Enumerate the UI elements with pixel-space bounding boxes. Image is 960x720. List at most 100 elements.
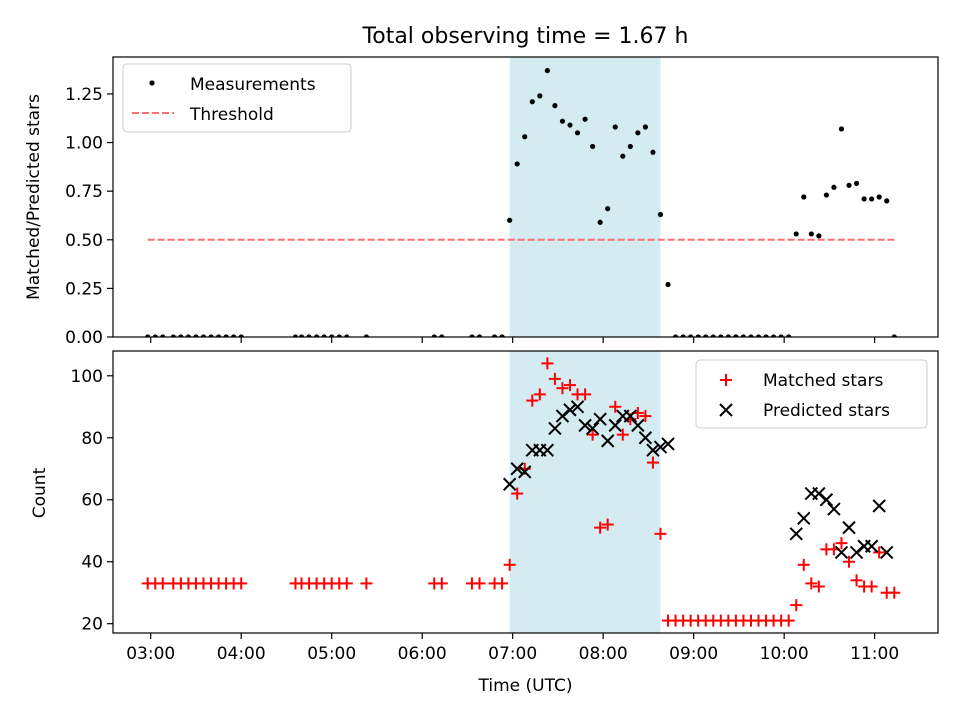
measurement-point (185, 334, 192, 337)
measurement-point (657, 211, 664, 218)
predicted-star-point (578, 418, 592, 433)
xtick-label: 10:00 (760, 644, 809, 664)
measurement-point (238, 334, 244, 337)
matched-star-point (805, 577, 818, 590)
measurement-point (152, 334, 158, 337)
top-ytick-label: 0.00 (65, 328, 103, 348)
measurement-point (703, 334, 709, 337)
matched-star-point (533, 388, 546, 401)
legend-matched-marker (720, 374, 732, 386)
matched-star-point (865, 580, 878, 593)
measurement-point (145, 334, 151, 337)
matched-star-point (548, 372, 561, 385)
matched-star-point (579, 388, 592, 401)
matched-star-point (235, 577, 248, 590)
measurement-point (582, 116, 588, 122)
bottom-ytick-label: 80 (81, 429, 103, 449)
matched-star-point (473, 577, 486, 590)
measurement-point (755, 334, 762, 337)
matched-star-point (850, 574, 863, 587)
measurement-point (559, 118, 566, 124)
matched-star-point (654, 527, 667, 540)
bottom-ylabel: Count (30, 467, 50, 518)
measurement-point (771, 334, 777, 337)
measurement-point (178, 334, 184, 337)
measurement-point (298, 334, 305, 337)
matched-star-point (563, 379, 576, 392)
predicted-star-point (510, 462, 524, 476)
measurement-point (876, 194, 882, 200)
measurement-point (590, 143, 596, 150)
measurement-point (431, 334, 437, 337)
predicted-star-point (518, 465, 532, 479)
measurement-point (672, 334, 679, 337)
top-axes-frame (112, 56, 939, 338)
top-ytick-label: 0.50 (65, 231, 103, 251)
measurement-point (193, 334, 199, 337)
matched-star-point (156, 577, 169, 590)
measurement-point (891, 334, 897, 337)
top-ytick-label: 1.00 (65, 134, 103, 154)
xtick-label: 03:00 (126, 644, 175, 664)
xtick-label: 04:00 (217, 644, 266, 664)
matched-star-point (835, 537, 848, 550)
predicted-star-point (623, 409, 638, 423)
top-ylabel: Matched/Predicted stars (24, 94, 44, 300)
measurement-point (718, 334, 724, 337)
legend-threshold-label: Threshold (189, 105, 274, 125)
matched-star-point (340, 577, 353, 590)
measurement-point (439, 334, 445, 337)
measurement-point (574, 130, 581, 136)
top-legend: Measurements Threshold (122, 63, 352, 133)
matched-star-point (503, 558, 516, 571)
measurement-point (223, 334, 229, 337)
measurement-point (215, 334, 222, 337)
measurement-point (469, 334, 475, 337)
measurement-point (507, 217, 513, 223)
measurement-point (823, 192, 829, 198)
measurement-point (344, 334, 350, 337)
predicted-star-point (540, 443, 555, 457)
measurement-point (200, 334, 207, 337)
measurement-point (321, 334, 327, 337)
predicted-star-point (585, 421, 600, 436)
predicted-star-point (653, 440, 668, 454)
bottom-xlabel: Time (UTC) (478, 676, 573, 696)
predicted-star-point (608, 418, 622, 433)
measurement-point (544, 68, 550, 74)
xtick-label: 07:00 (488, 644, 537, 664)
predicted-star-point (631, 418, 645, 433)
measurement-point (476, 334, 483, 337)
bottom-ytick-label: 100 (71, 367, 103, 387)
xtick-label: 11:00 (850, 644, 899, 664)
predicted-star-point (797, 511, 811, 526)
measurement-point (160, 334, 166, 337)
measurement-point (635, 130, 641, 136)
measurement-point (710, 334, 716, 337)
measurement-point (831, 184, 837, 190)
measurement-point (314, 334, 320, 337)
matched-star-point (360, 577, 373, 590)
measurement-point (816, 233, 822, 239)
measurement-point (491, 334, 498, 337)
matched-star-point (888, 586, 901, 599)
measurement-point (552, 103, 558, 109)
matched-star-point (616, 428, 629, 441)
legend-matched-label: Matched stars (763, 371, 883, 391)
measurement-point (846, 182, 852, 188)
matched-star-point (556, 382, 569, 395)
predicted-star-point (593, 412, 607, 426)
matched-star-point (843, 555, 856, 568)
measurement-point (363, 334, 369, 337)
bottom-ytick-label: 40 (81, 553, 103, 573)
measurement-point (725, 334, 731, 337)
xtick-label: 05:00 (307, 644, 356, 664)
measurement-point (605, 206, 611, 212)
measurement-point (336, 334, 342, 337)
measurement-point (292, 334, 299, 337)
matched-star-point (797, 558, 810, 571)
measurement-point (786, 334, 792, 337)
matched-star-point (435, 577, 448, 590)
legend-measurements-label: Measurements (190, 75, 316, 95)
predicted-star-point (548, 421, 562, 436)
